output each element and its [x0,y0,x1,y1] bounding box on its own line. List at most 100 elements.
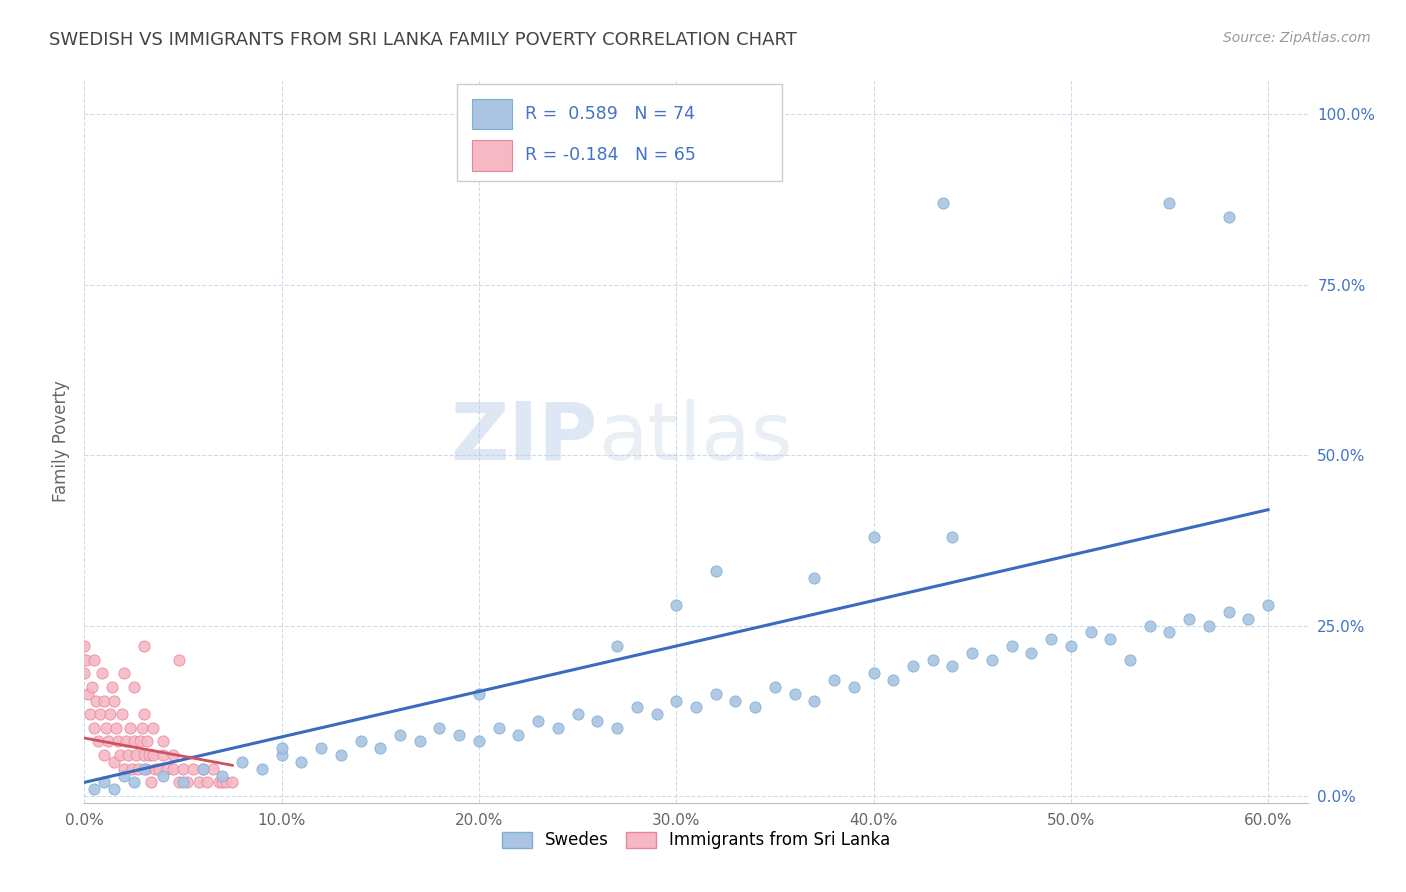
Point [181,762,204,776]
Point [211,768,233,782]
Point [112,666,135,681]
Point [128,734,150,748]
Point [389,728,412,742]
Legend: Swedes, Immigrants from Sri Lanka: Swedes, Immigrants from Sri Lanka [495,824,897,856]
Point [136,734,159,748]
Point [117,748,139,763]
Point [132,748,155,763]
Point [93,693,115,707]
Point [152,734,174,748]
Point [122,734,145,748]
Point [626,700,648,714]
Point [468,734,491,748]
Point [744,700,766,714]
Point [118,721,141,735]
Point [1159,196,1181,211]
Point [349,734,371,748]
Point [73,639,96,653]
Point [941,659,963,673]
Point [960,646,983,660]
Point [83,721,105,735]
Point [704,687,727,701]
Point [167,775,190,789]
Point [567,707,589,722]
Point [685,700,707,714]
Point [941,530,963,544]
Point [156,762,179,776]
Point [145,762,167,776]
Point [547,721,569,735]
Point [101,680,124,694]
Point [191,762,214,776]
Point [309,741,332,756]
Point [329,748,352,763]
Point [112,768,135,782]
Point [231,755,253,769]
Text: SWEDISH VS IMMIGRANTS FROM SRI LANKA FAMILY POVERTY CORRELATION CHART: SWEDISH VS IMMIGRANTS FROM SRI LANKA FAM… [49,31,797,49]
Point [1159,625,1181,640]
Point [107,734,129,748]
Point [1001,639,1024,653]
Point [132,707,155,722]
Text: R = -0.184   N = 65: R = -0.184 N = 65 [524,145,696,164]
Point [1119,653,1142,667]
Point [270,748,292,763]
Point [368,741,391,756]
Point [221,775,243,789]
Point [91,666,114,681]
Point [201,762,224,776]
Point [103,755,125,769]
Point [250,762,273,776]
Point [586,714,609,728]
Point [862,666,884,681]
Point [104,721,127,735]
Point [724,693,747,707]
Point [842,680,865,694]
Bar [472,99,513,129]
Point [1139,618,1161,632]
Point [114,734,136,748]
Point [645,707,668,722]
Point [211,775,233,789]
Point [98,707,121,722]
Point [468,687,491,701]
Point [122,775,145,789]
Point [901,659,924,673]
Point [138,748,160,763]
Point [111,707,134,722]
Point [162,748,184,763]
Point [142,748,165,763]
Point [665,693,688,707]
Point [1257,598,1279,612]
Point [172,775,194,789]
Point [803,693,825,707]
Point [132,762,155,776]
Point [290,755,312,769]
Point [124,748,146,763]
Point [207,775,229,789]
Point [665,598,688,612]
Point [135,762,157,776]
Point [127,762,149,776]
Bar [472,140,513,170]
Point [429,721,451,735]
Point [1080,625,1102,640]
Point [94,721,117,735]
Point [1218,210,1240,224]
Point [93,775,115,789]
Point [488,721,510,735]
Point [195,775,218,789]
Point [121,762,143,776]
Point [187,775,209,789]
Point [449,728,471,742]
Point [1218,605,1240,619]
Text: atlas: atlas [598,399,793,477]
Point [270,741,292,756]
Point [1178,612,1201,626]
Point [823,673,845,687]
Point [606,721,628,735]
Point [931,196,953,211]
Point [527,714,550,728]
Text: ZIP: ZIP [451,399,598,477]
Point [704,564,727,578]
